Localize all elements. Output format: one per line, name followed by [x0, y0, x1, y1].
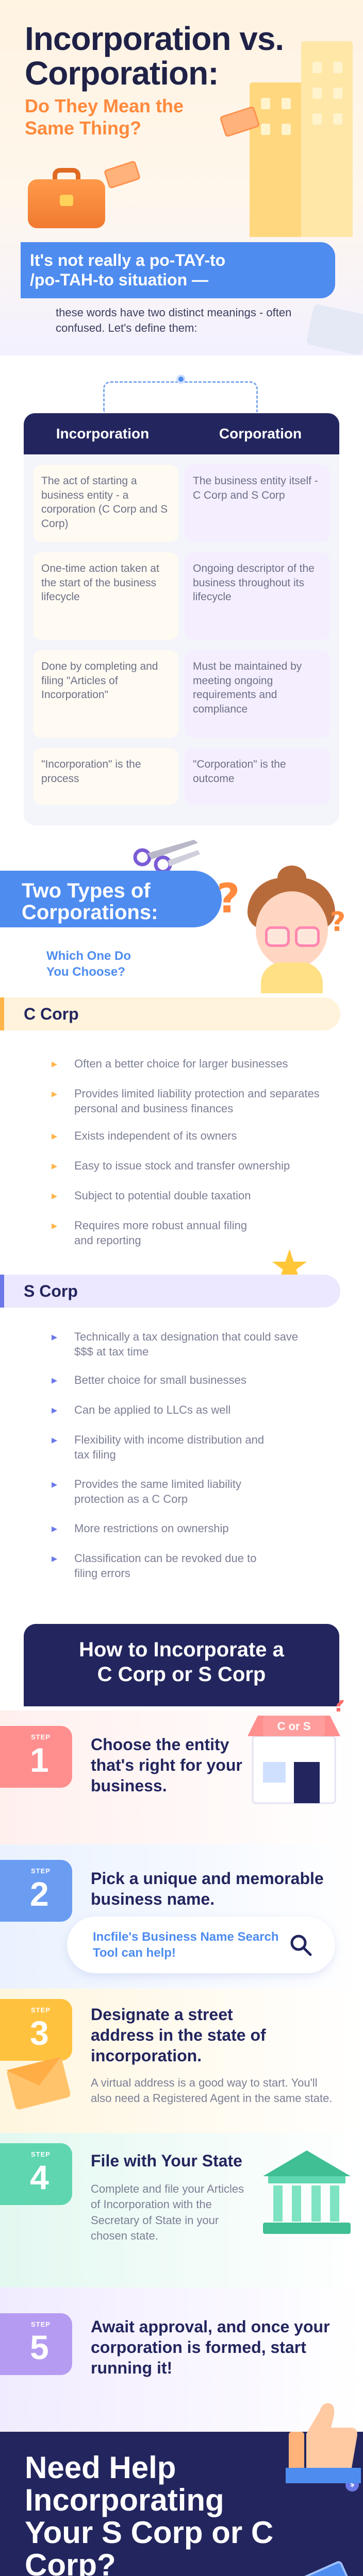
step-5: STEP 5 Await approval, and once your cor…	[0, 2287, 363, 2432]
name-search-tool-link[interactable]: Incfile's Business Name Search Tool can …	[67, 1917, 335, 1973]
step-description: Complete and file your Articles of Incor…	[91, 2182, 244, 2243]
scissors-icon	[133, 840, 200, 874]
connector-line	[103, 381, 258, 412]
intro-text: these words have two distinct meanings -…	[56, 306, 292, 334]
s-corp-label: S Corp	[24, 1282, 78, 1300]
footer-title: Need Help Incorporating Your S Corp or C…	[25, 2450, 274, 2576]
buildings-illustration	[229, 21, 358, 237]
step-number-box: STEP 5	[0, 2313, 72, 2375]
step-number-box: STEP 3	[0, 1999, 72, 2061]
list-item: Subject to potential double taxation	[52, 1188, 340, 1203]
step-title: Await approval, and once your corporatio…	[91, 2317, 330, 2377]
list-item: Provides limited liability protection an…	[52, 1086, 340, 1116]
search-tool-text: Incfile's Business Name Search Tool can …	[93, 1930, 279, 1960]
storefront-icon: C or S ?	[248, 1700, 345, 1804]
step-number: 5	[30, 2328, 49, 2366]
step-label: STEP	[31, 2320, 51, 2328]
pronunciation-banner: It's not really a po-TAY-to /po-TAH-to s…	[21, 242, 335, 298]
table-cell: Done by completing and filing "Articles …	[33, 650, 178, 738]
step-number: 2	[30, 1875, 49, 1913]
step-title: Pick a unique and memorable business nam…	[91, 1869, 324, 1908]
connector-node	[176, 375, 186, 384]
document-icon	[305, 303, 363, 355]
types-title-band: Two Types of Corporations:	[0, 871, 222, 927]
list-item: Requires more robust annual filing and r…	[52, 1218, 268, 1248]
table-cell: Must be maintained by meeting ongoing re…	[185, 650, 330, 738]
list-item: Often a better choice for larger busines…	[52, 1056, 340, 1071]
table-cell: Ongoing descriptor of the business throu…	[185, 552, 330, 640]
step-title: Designate a street address in the state …	[91, 2005, 266, 2065]
step-description: A virtual address is a good way to start…	[91, 2076, 333, 2105]
shop-sign: C or S	[277, 1720, 311, 1733]
question-mark-icon: ?	[217, 876, 240, 922]
step-number: 3	[30, 2014, 49, 2052]
table-cell: "Corporation" is the outcome	[185, 748, 330, 805]
column-header-corporation: Corporation	[219, 426, 302, 442]
step-title: File with Your State	[91, 2151, 242, 2170]
money-icon	[284, 2560, 356, 2576]
types-title: Two Types of Corporations:	[22, 879, 158, 924]
pronunciation-line-1: It's not really a po-TAY-to	[30, 251, 226, 269]
thumbs-up-icon	[286, 2403, 361, 2483]
briefcase-icon	[28, 164, 105, 228]
list-item: Flexibility with income distribution and…	[52, 1432, 268, 1462]
money-icon	[103, 160, 141, 189]
government-building-icon	[263, 2150, 351, 2234]
list-item: Provides the same limited liability prot…	[52, 1477, 294, 1506]
step-number: 1	[30, 1741, 49, 1779]
list-item: Exists independent of its owners	[52, 1128, 340, 1143]
types-question: Which One Do You Choose?	[46, 949, 131, 979]
table-cell: The business entity itself - C Corp and …	[185, 465, 330, 542]
comparison-header: Incorporation Corporation	[24, 413, 339, 454]
hero-section: Incorporation vs. Corporation: Do They M…	[0, 0, 363, 355]
s-corp-header: S Corp	[0, 1275, 340, 1308]
step-label: STEP	[31, 2150, 51, 2158]
table-cell: "Incorporation" is the process	[33, 748, 178, 805]
table-cell: The act of starting a business entity - …	[33, 465, 178, 542]
step-1: STEP 1 Choose the entity that's right fo…	[0, 1710, 363, 1844]
howto-header: How to Incorporate a C Corp or S Corp	[24, 1624, 339, 1706]
pronunciation-line-2: /po-TAH-to situation —	[30, 270, 208, 290]
step-number-box: STEP 1	[0, 1726, 72, 1788]
question-mark-icon: ?	[330, 907, 346, 938]
comparison-table: Incorporation Corporation The act of sta…	[24, 413, 339, 825]
table-cell: One-time action taken at the start of th…	[33, 552, 178, 640]
column-header-incorporation: Incorporation	[56, 426, 150, 442]
list-item: Better choice for small businesses	[52, 1372, 340, 1387]
step-label: STEP	[31, 1867, 51, 1875]
list-item: Technically a tax designation that could…	[52, 1329, 299, 1359]
step-number-box: STEP 4	[0, 2143, 72, 2205]
list-item: More restrictions on ownership	[52, 1521, 340, 1536]
page-subtitle: Do They Mean the Same Thing?	[25, 95, 184, 139]
step-number: 4	[30, 2158, 49, 2196]
list-item: Easy to issue stock and transfer ownersh…	[52, 1158, 340, 1173]
step-4: STEP 4 File with Your State Complete and…	[0, 2133, 363, 2287]
list-item: Classification can be revoked due to fil…	[52, 1551, 273, 1581]
list-item: Can be applied to LLCs as well	[52, 1402, 340, 1417]
thinking-person-illustration	[232, 866, 351, 993]
c-corp-header: C Corp	[0, 997, 340, 1030]
step-title: Choose the entity that's right for your …	[91, 1735, 242, 1795]
search-icon	[290, 1935, 312, 1956]
step-label: STEP	[31, 1733, 51, 1741]
howto-title: How to Incorporate a C Corp or S Corp	[79, 1638, 284, 1686]
page-title: Incorporation vs. Corporation:	[25, 20, 284, 92]
question-mark-icon: ?	[333, 1700, 345, 1717]
step-label: STEP	[31, 2006, 51, 2014]
c-corp-label: C Corp	[24, 1005, 79, 1023]
step-number-box: STEP 2	[0, 1860, 72, 1922]
